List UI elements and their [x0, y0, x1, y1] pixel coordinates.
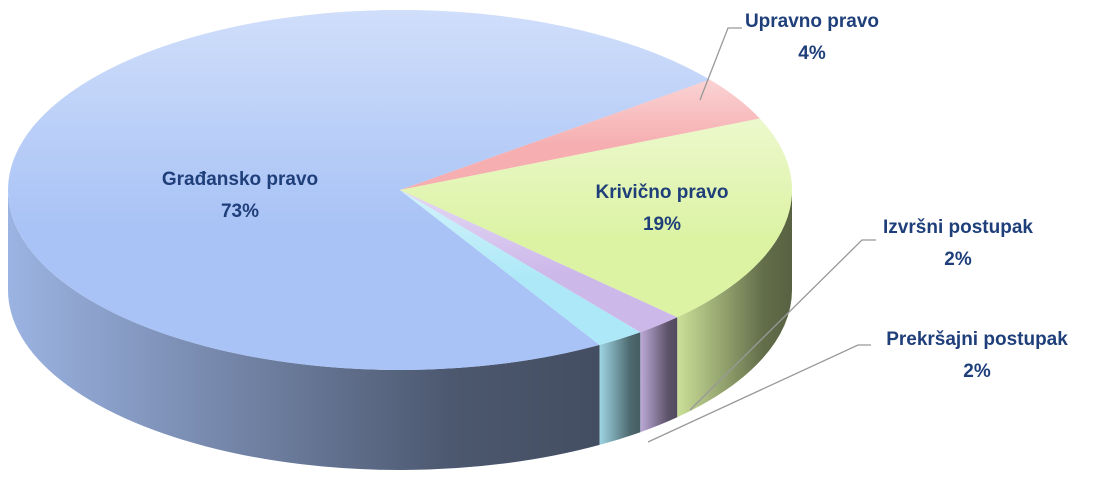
slice-gloss [400, 190, 678, 333]
slice-value-label: 2% [944, 249, 972, 270]
leader-line [699, 27, 742, 101]
slice-label: Građansko pravo [162, 169, 318, 190]
leader-line [689, 239, 876, 411]
slice-label: Upravno pravo [745, 11, 879, 32]
slice-value-label: 2% [963, 361, 991, 382]
slice-label: Prekršajni postupak [886, 329, 1068, 350]
slice-gloss [400, 118, 792, 318]
slice-side-shade [640, 317, 678, 433]
slice-value-label: 19% [643, 214, 681, 235]
slice-label: Krivično pravo [595, 182, 728, 203]
slice-value-label: 4% [798, 43, 826, 64]
slice-gloss [400, 79, 760, 190]
leader-line [647, 344, 871, 443]
slice-gloss [8, 10, 710, 371]
slice-gloss [400, 190, 641, 345]
slice-label: Izvršni postupak [883, 217, 1033, 238]
slice-value-label: 73% [221, 201, 259, 222]
slice-side-shade [677, 190, 792, 418]
slice-side-shade [8, 190, 600, 471]
slice-side-shade [599, 332, 641, 445]
